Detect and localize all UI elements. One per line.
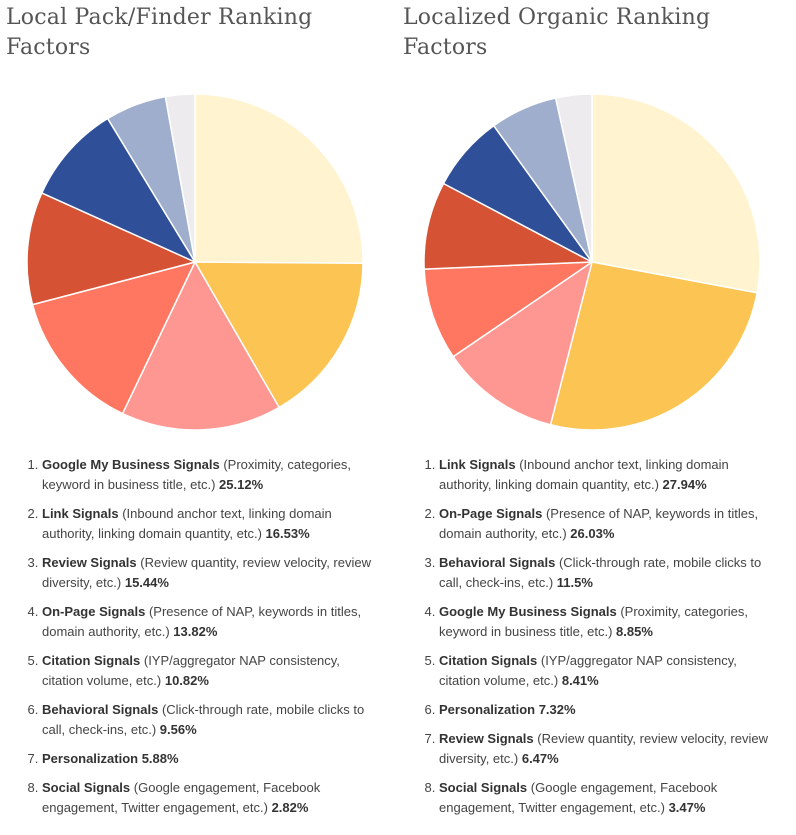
factor-description: (Click-through rate, mobile clicks to ca…: [42, 702, 365, 737]
factor-description: (Google engagement, Facebook engagement,…: [42, 780, 321, 815]
legend-item: Citation Signals (IYP/aggregator NAP con…: [439, 651, 779, 691]
pie-slice-6: [40, 117, 197, 264]
legend-item: Social Signals (Google engagement, Faceb…: [439, 778, 779, 818]
factor-percent: 8.85%: [616, 624, 653, 639]
chart-title: Local Pack/Finder Ranking Factors: [6, 5, 313, 60]
pie-slice-1: [194, 93, 364, 265]
pie-slice-8: [554, 93, 593, 263]
factor-percent: 3.47%: [668, 800, 706, 815]
factor-list: Link Signals (Inbound anchor text, linki…: [397, 455, 779, 827]
factor-name: Personalization: [439, 702, 536, 717]
factor-name: Behavioral Signals: [42, 702, 159, 717]
chart-title: Localized Organic Ranking Factors: [403, 5, 711, 60]
legend-item: Google My Business Signals (Proximity, c…: [439, 602, 779, 642]
pie-slice-2: [193, 261, 364, 409]
factor-percent: 5.88%: [141, 751, 179, 766]
legend-item: Behavioral Signals (Click-through rate, …: [439, 553, 779, 593]
factor-name: Google My Business Signals: [439, 604, 617, 619]
factor-description: (Google engagement, Facebook engagement,…: [439, 780, 718, 815]
legend-item: Link Signals (Inbound anchor text, linki…: [439, 455, 779, 495]
factor-description: (Review quantity, review velocity, revie…: [42, 555, 371, 590]
pie-chart: [26, 93, 364, 431]
pie-slice-3: [452, 260, 594, 426]
factor-name: Behavioral Signals: [439, 555, 556, 570]
pie-slice-8: [164, 93, 196, 263]
legend-item: Social Signals (Google engagement, Faceb…: [42, 778, 382, 818]
factor-percent: 2.82%: [271, 800, 309, 815]
legend-item: Google My Business Signals (Proximity, c…: [42, 455, 382, 495]
factor-description: (Presence of NAP, keywords in titles, do…: [42, 604, 362, 639]
legend-item: Review Signals (Review quantity, review …: [42, 553, 382, 593]
pie-slice-2: [549, 261, 759, 431]
factor-percent: 9.56%: [159, 722, 197, 737]
localized-organic-chart: Localized Organic Ranking Factors Link S…: [397, 0, 793, 835]
pie-slice-5: [26, 191, 198, 306]
legend-item: Personalization 5.88%: [42, 749, 382, 769]
factor-percent: 11.5%: [556, 575, 593, 590]
pie-chart: [423, 93, 761, 431]
factor-name: Personalization: [42, 751, 139, 766]
factor-name: Citation Signals: [42, 653, 141, 668]
factor-name: On-Page Signals: [439, 506, 543, 521]
legend-item: Link Signals (Inbound anchor text, linki…: [42, 504, 382, 544]
pie-slice-4: [31, 260, 197, 415]
factor-name: Review Signals: [42, 555, 137, 570]
factor-description: (Proximity, categories, keyword in busin…: [439, 604, 748, 639]
factor-description: (Click-through rate, mobile clicks to ca…: [439, 555, 762, 590]
factor-percent: 13.82%: [173, 624, 218, 639]
factor-name: Citation Signals: [439, 653, 538, 668]
factor-name: Google My Business Signals: [42, 457, 220, 472]
local-pack-chart: Local Pack/Finder Ranking Factors Google…: [0, 0, 396, 835]
factor-percent: 26.03%: [570, 526, 615, 541]
factor-list: Google My Business Signals (Proximity, c…: [0, 455, 382, 827]
factor-percent: 7.32%: [538, 702, 576, 717]
factor-percent: 16.53%: [265, 526, 310, 541]
factor-percent: 15.44%: [124, 575, 169, 590]
legend-item: On-Page Signals (Presence of NAP, keywor…: [42, 602, 382, 642]
factor-percent: 8.41%: [561, 673, 599, 688]
factor-percent: 27.94%: [662, 477, 707, 492]
factor-description: (Inbound anchor text, linking domain aut…: [42, 506, 332, 541]
factor-percent: 10.82%: [164, 673, 209, 688]
legend-item: Personalization 7.32%: [439, 700, 779, 720]
factor-description: (Review quantity, review velocity, revie…: [439, 731, 768, 766]
pie-slice-4: [423, 261, 595, 358]
legend-item: On-Page Signals (Presence of NAP, keywor…: [439, 504, 779, 544]
factor-name: Social Signals: [42, 780, 131, 795]
factor-description: (IYP/aggregator NAP consistency, citatio…: [42, 653, 340, 688]
legend-item: Citation Signals (IYP/aggregator NAP con…: [42, 651, 382, 691]
factor-description: (Inbound anchor text, linking domain aut…: [439, 457, 729, 492]
pie-slice-1: [591, 93, 761, 294]
factor-name: Social Signals: [439, 780, 528, 795]
factor-name: On-Page Signals: [42, 604, 146, 619]
factor-percent: 6.47%: [521, 751, 559, 766]
pie-slice-5: [423, 182, 595, 270]
legend-item: Review Signals (Review quantity, review …: [439, 729, 779, 769]
factor-name: Review Signals: [439, 731, 534, 746]
factor-description: (Proximity, categories, keyword in busin…: [42, 457, 351, 492]
pie-slice-3: [121, 260, 281, 431]
factor-description: (Presence of NAP, keywords in titles, do…: [439, 506, 759, 541]
legend-item: Behavioral Signals (Click-through rate, …: [42, 700, 382, 740]
factor-description: (IYP/aggregator NAP consistency, citatio…: [439, 653, 737, 688]
factor-name: Link Signals: [439, 457, 516, 472]
factor-name: Link Signals: [42, 506, 119, 521]
factor-percent: 25.12%: [219, 477, 264, 492]
